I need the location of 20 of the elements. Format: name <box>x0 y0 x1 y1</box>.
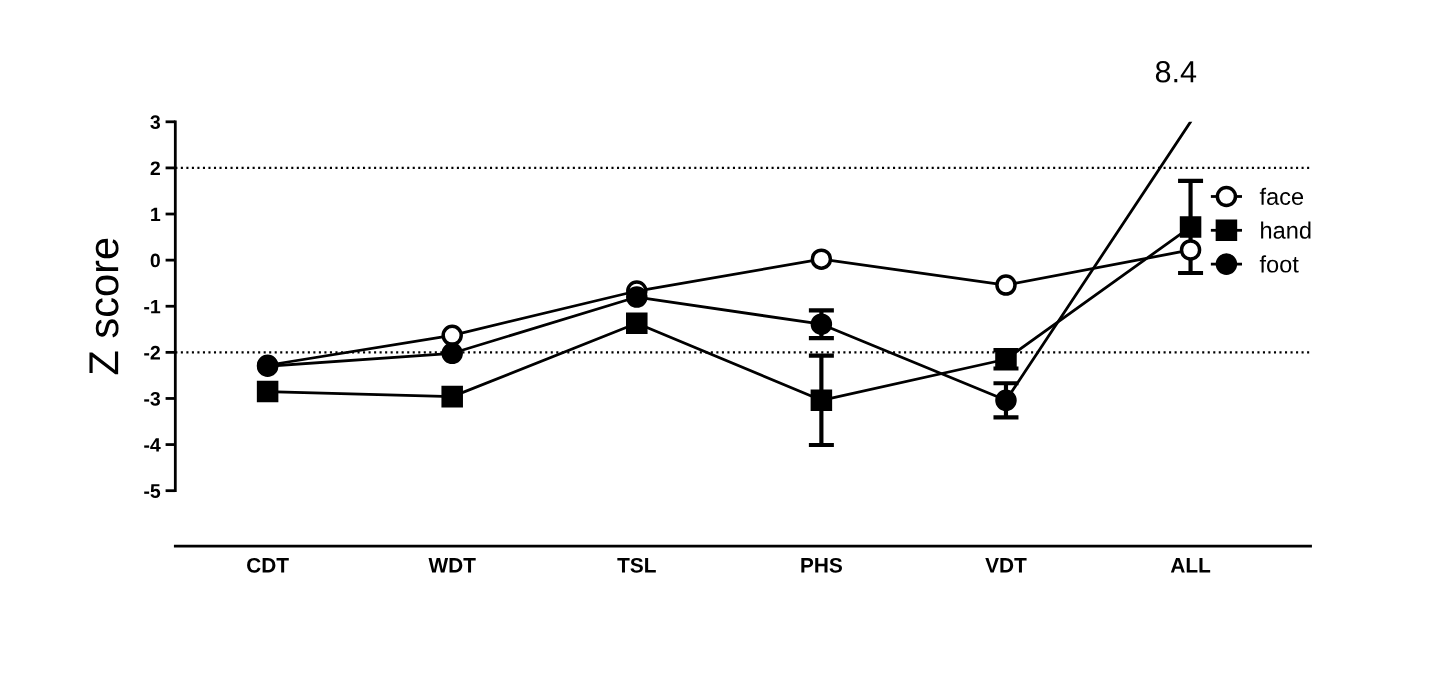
y-tick-label: -5 <box>144 484 161 498</box>
x-tick-label: WDT <box>428 558 476 573</box>
y-tick-label: -4 <box>144 438 161 452</box>
y-tick-label: 2 <box>150 161 160 175</box>
y-tick-label: -2 <box>144 345 160 360</box>
y-tick-label: -1 <box>144 299 161 314</box>
x-tick-label: ALL <box>1170 558 1211 573</box>
x-tick-label: CDT <box>247 557 289 573</box>
y-tick-label: 1 <box>151 207 161 222</box>
y-axis-title: Z score <box>89 238 119 375</box>
x-tick-label: VDT <box>985 558 1027 573</box>
text: 8.4 <box>1155 60 1197 83</box>
y-tick-label: -3 <box>144 391 161 406</box>
legend-label: foot <box>1259 255 1299 273</box>
y-tick-label: 3 <box>150 115 161 130</box>
legend-label: face <box>1259 187 1304 205</box>
legend-label: hand <box>1261 221 1311 239</box>
y-tick-label: 0 <box>150 253 160 268</box>
x-tick-label: PHS <box>801 557 842 573</box>
x-tick-label: TSL <box>617 557 656 573</box>
